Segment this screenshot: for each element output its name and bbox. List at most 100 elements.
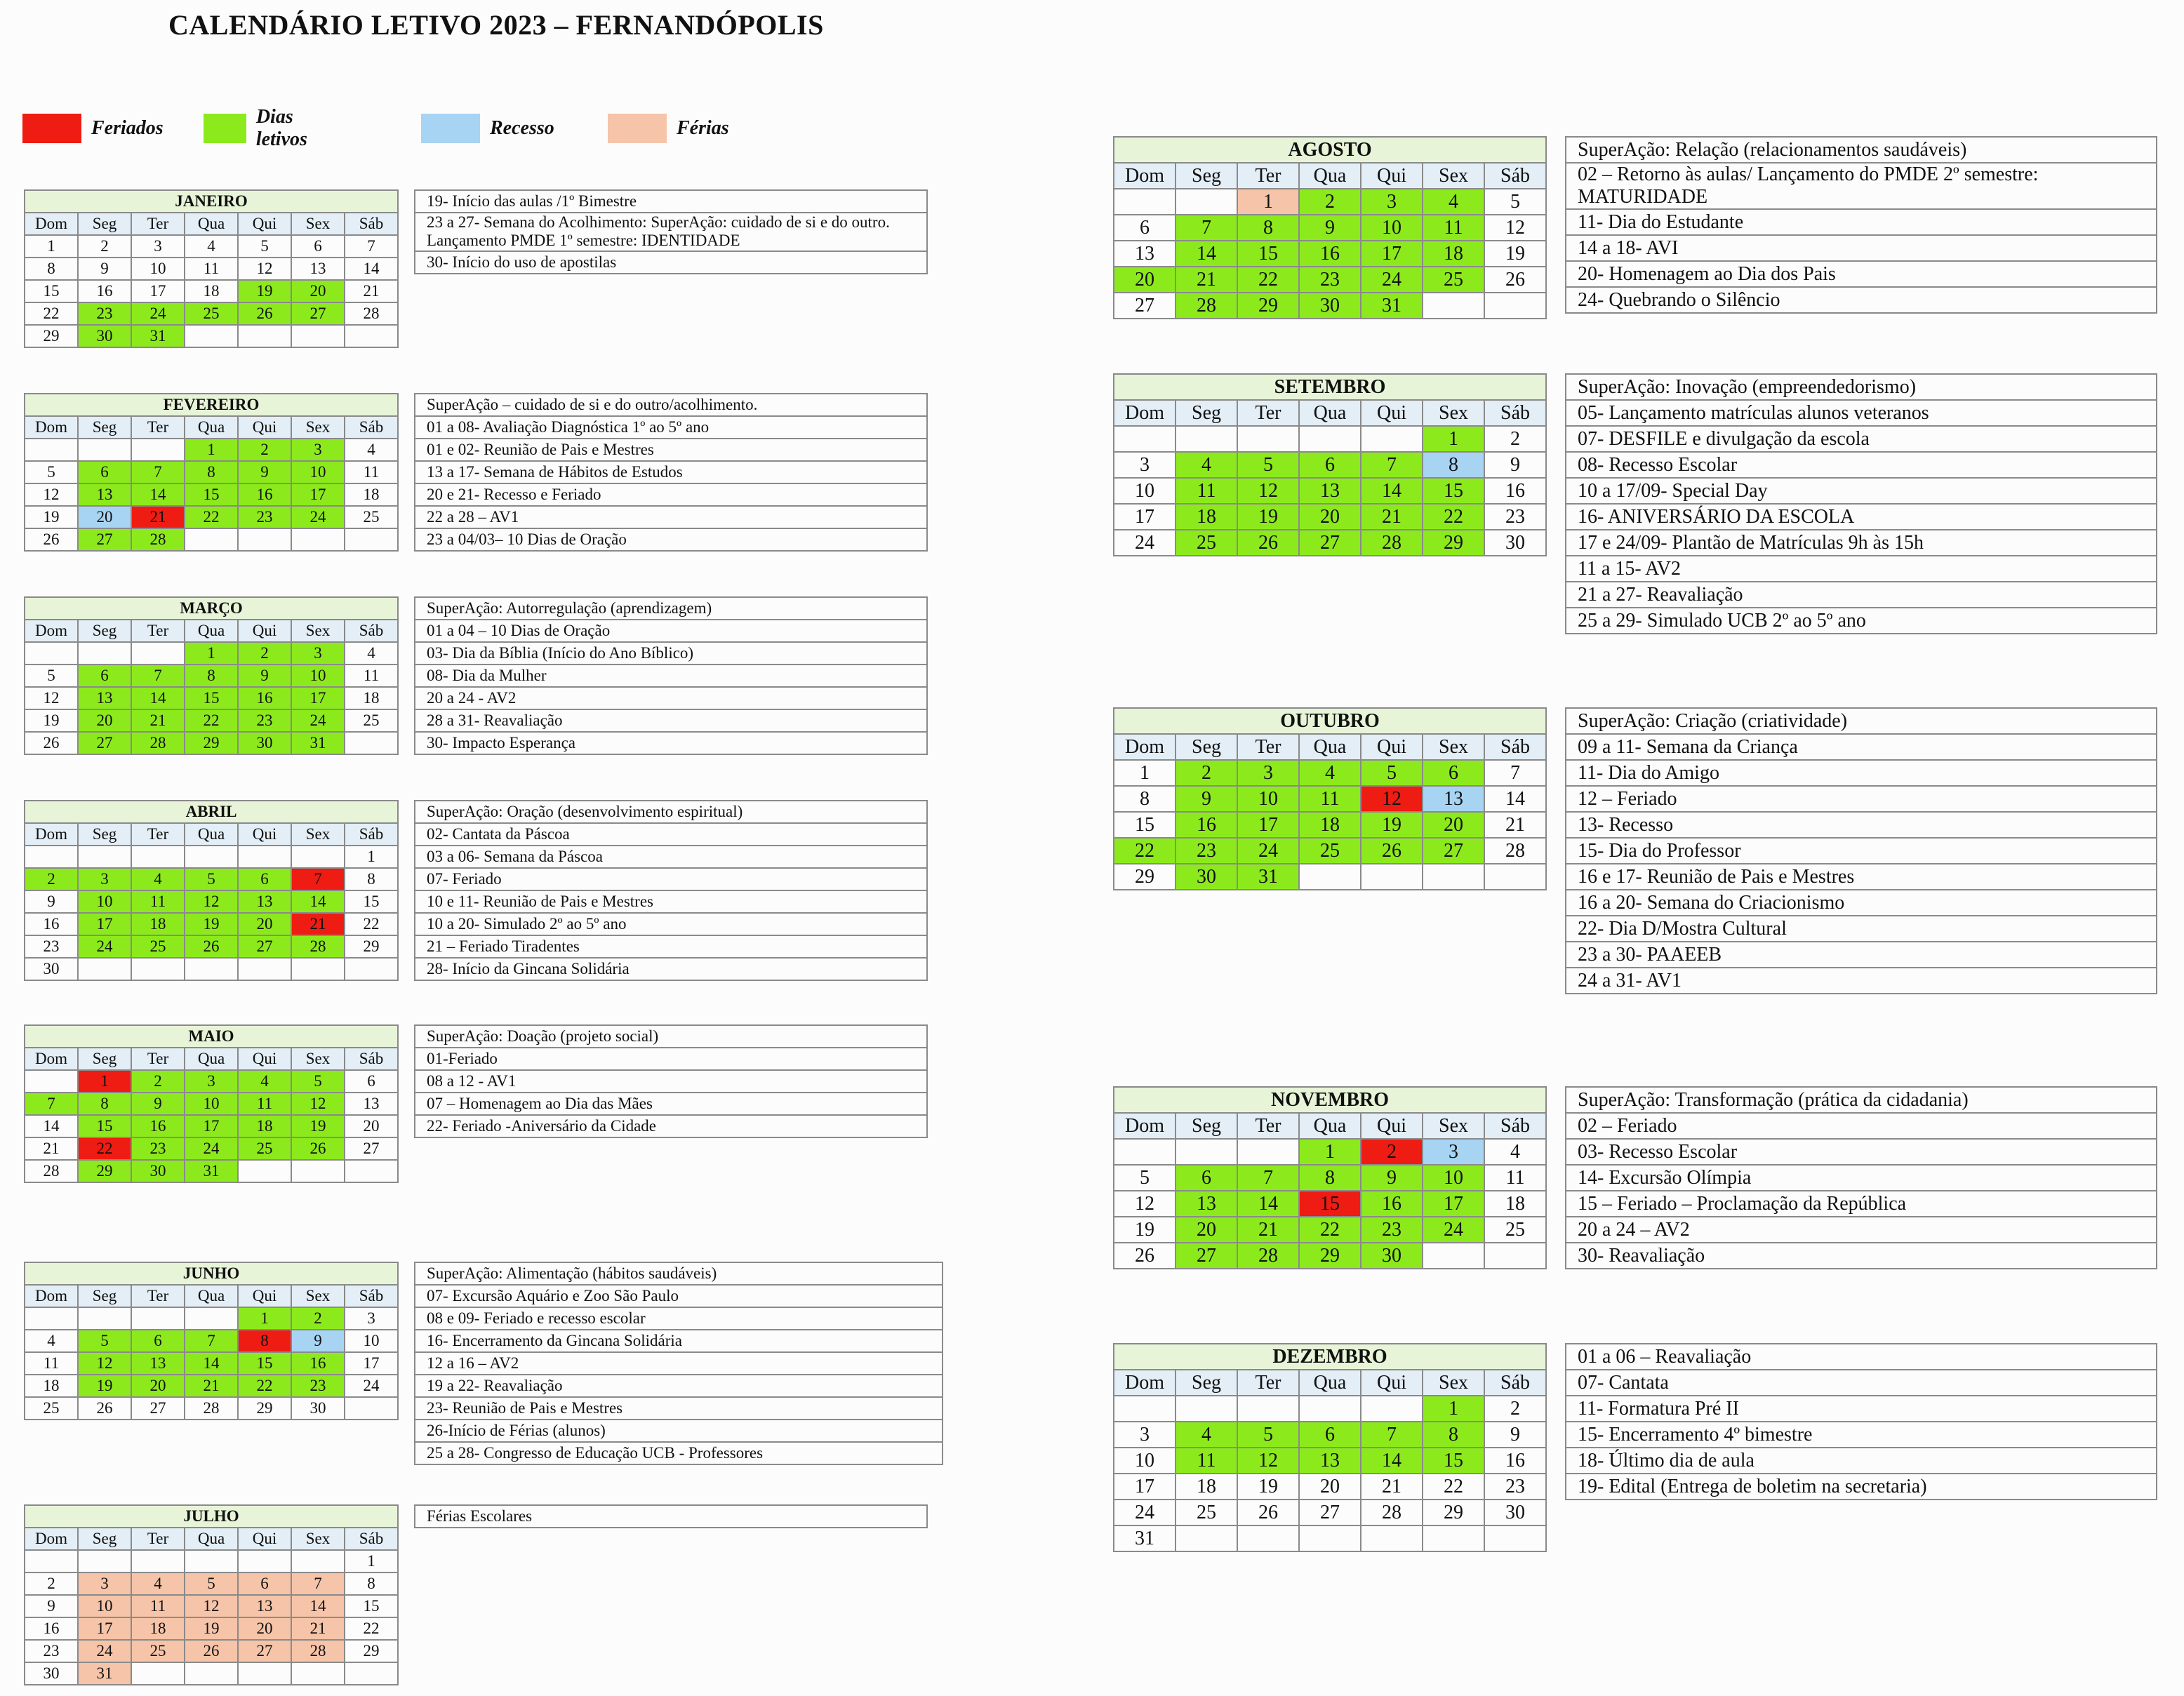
day-cell: 31 (131, 324, 185, 348)
event-text: 15- Encerramento 4º bimestre (1565, 1421, 2157, 1448)
day-cell: 16 (24, 1617, 79, 1641)
weekday-seg: Seg (1175, 733, 1238, 761)
event-row: 07 – Homenagem ao Dia das Mães (414, 1092, 928, 1116)
event-text: 08 e 09- Feriado e recesso escolar (414, 1307, 943, 1330)
event-row: 02- Cantata da Páscoa (414, 822, 928, 846)
weekday-sex: Sex (291, 212, 345, 236)
event-text: 01 e 02- Reunião de Pais e Mestres (414, 438, 928, 462)
day-cell: 7 (291, 867, 345, 891)
week-row: 15 16 17 18 19 20 21 (1113, 811, 1547, 839)
empty-cell (291, 528, 345, 552)
day-cell: 20 (237, 912, 292, 936)
day-cell: 17 (77, 1617, 132, 1641)
weekday-sex: Sex (1422, 1112, 1485, 1140)
weekday-dom: Dom (1113, 162, 1176, 189)
day-cell: 17 (1113, 503, 1176, 530)
day-cell: 29 (1298, 1242, 1361, 1269)
weekday-qui: Qui (1360, 1369, 1423, 1396)
day-cell: 4 (1175, 1421, 1238, 1448)
empty-cell (344, 957, 399, 981)
day-cell: 11 (131, 890, 185, 914)
empty-cell (77, 1549, 132, 1573)
events-abril: SuperAção: Oração (desenvolvimento espir… (414, 800, 928, 981)
weekday-sex: Sex (1422, 162, 1485, 189)
weekday-dom: Dom (1113, 1369, 1176, 1396)
week-row: 10 11 12 13 14 15 16 (1113, 1447, 1547, 1474)
week-row: 22 23 24 25 26 27 28 (24, 302, 399, 326)
day-cell: 26 (237, 302, 292, 326)
day-cell: 28 (1484, 837, 1547, 864)
empty-cell (1175, 1138, 1238, 1166)
day-cell: 18 (1484, 1190, 1547, 1217)
day-cell: 7 (131, 664, 185, 688)
day-cell: 15 (1298, 1190, 1361, 1217)
day-cell: 3 (1422, 1138, 1485, 1166)
event-row: 08 a 12 - AV1 (414, 1069, 928, 1093)
day-cell: 22 (1298, 1216, 1361, 1243)
day-cell: 7 (1360, 1421, 1423, 1448)
day-cell: 8 (1298, 1164, 1361, 1191)
event-text: 22- Feriado -Aniversário da Cidade (414, 1114, 928, 1138)
weekday-row: Dom Seg Ter Qua Qui Sex Sáb (1113, 162, 1547, 189)
week-row: 21 22 23 24 25 26 27 (24, 1137, 399, 1161)
week-row: 19 20 21 22 23 24 25 (24, 709, 399, 733)
day-cell: 20 (1422, 811, 1485, 839)
event-text: 22 a 28 – AV1 (414, 505, 928, 529)
event-text: 22- Dia D/Mostra Cultural (1565, 915, 2157, 942)
weekday-sex: Sex (291, 1527, 345, 1551)
month-name: ABRIL (24, 800, 399, 824)
weekday-sáb: Sáb (344, 822, 399, 846)
day-cell: 9 (77, 257, 132, 281)
day-cell: 2 (24, 867, 79, 891)
day-cell: 21 (184, 1374, 239, 1398)
weekday-dom: Dom (24, 822, 79, 846)
day-cell: 25 (184, 302, 239, 326)
day-cell: 19 (77, 1374, 132, 1398)
event-text: 25 a 28- Congresso de Educação UCB - Pro… (414, 1441, 943, 1465)
day-cell: 10 (1113, 477, 1176, 505)
empty-cell (291, 1662, 345, 1685)
day-cell: 5 (1484, 188, 1547, 215)
day-cell: 30 (77, 324, 132, 348)
day-cell: 18 (1175, 1473, 1238, 1500)
weekday-dom: Dom (1113, 399, 1176, 427)
day-cell: 28 (1237, 1242, 1300, 1269)
day-cell: 28 (291, 1639, 345, 1663)
day-cell: 13 (237, 1594, 292, 1618)
event-row: 09 a 11- Semana da Criança (1565, 733, 2157, 761)
day-cell: 20 (237, 1617, 292, 1641)
day-cell: 9 (1298, 214, 1361, 241)
empty-cell (1175, 425, 1238, 453)
event-row: 11- Dia do Amigo (1565, 759, 2157, 787)
week-row: 12 13 14 15 16 17 18 (24, 686, 399, 710)
event-row: 20 a 24 - AV2 (414, 686, 928, 710)
day-cell: 13 (344, 1092, 399, 1116)
event-text: 18- Último dia de aula (1565, 1447, 2157, 1474)
week-row: 10 11 12 13 14 15 16 (1113, 477, 1547, 505)
event-text: 23- Reunião de Pais e Mestres (414, 1396, 943, 1420)
day-cell: 25 (131, 1639, 185, 1663)
weekday-seg: Seg (1175, 1112, 1238, 1140)
empty-cell (131, 1549, 185, 1573)
empty-cell (1237, 425, 1300, 453)
empty-cell (1175, 1395, 1238, 1422)
weekday-dom: Dom (24, 1284, 79, 1308)
week-row: 23 24 25 26 27 28 29 (24, 935, 399, 959)
day-cell: 22 (344, 912, 399, 936)
day-cell: 25 (1422, 266, 1485, 293)
day-cell: 23 (1175, 837, 1238, 864)
event-row: 28 a 31- Reavaliação (414, 709, 928, 733)
week-row: 5 6 7 8 9 10 11 (24, 460, 399, 484)
day-cell: 8 (184, 460, 239, 484)
day-cell: 30 (1484, 529, 1547, 556)
day-cell: 12 (1360, 785, 1423, 813)
events-fevereiro: SuperAção – cuidado de si e do outro/aco… (414, 393, 928, 552)
event-row: 11- Formatura Pré II (1565, 1395, 2157, 1422)
event-text: 24- Quebrando o Silêncio (1565, 286, 2157, 314)
day-cell: 6 (77, 664, 132, 688)
day-cell: 5 (291, 1069, 345, 1093)
event-text: 15 – Feriado – Proclamação da República (1565, 1190, 2157, 1217)
day-cell: 16 (237, 686, 292, 710)
day-cell: 18 (184, 279, 239, 303)
